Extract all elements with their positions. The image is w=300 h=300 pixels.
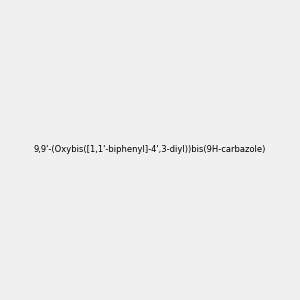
Text: 9,9'-(Oxybis([1,1'-biphenyl]-4',3-diyl))bis(9H-carbazole): 9,9'-(Oxybis([1,1'-biphenyl]-4',3-diyl))… (34, 146, 266, 154)
